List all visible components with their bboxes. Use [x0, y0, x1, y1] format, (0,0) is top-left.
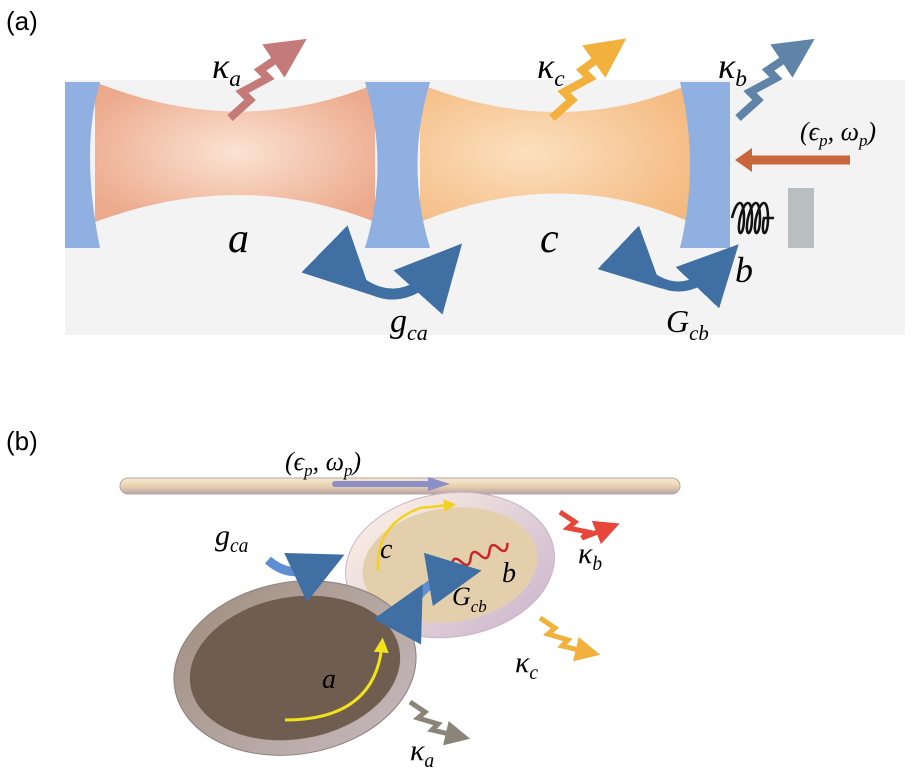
symbol: G — [452, 582, 471, 611]
decay-arrow — [227, 38, 307, 121]
coupling-arrow — [264, 552, 345, 602]
cavity-c — [420, 84, 690, 222]
mode-c: c — [380, 534, 393, 565]
mode-b: b — [502, 558, 516, 589]
kappa-b: κb — [718, 46, 747, 92]
pump-label: (ϵp, ωp) — [285, 447, 361, 480]
mirror — [365, 82, 430, 248]
text: ) — [350, 447, 361, 476]
wall — [788, 188, 814, 248]
symbol: κ — [578, 537, 593, 570]
panel-label: (a) — [6, 6, 38, 36]
symbol: g — [390, 303, 407, 340]
subscript: ca — [230, 536, 249, 557]
kappa-b: κb — [578, 537, 602, 575]
text: , ω — [313, 447, 344, 476]
subscript: p — [818, 131, 827, 150]
subscript: c — [529, 663, 538, 684]
g-ca: gca — [390, 303, 428, 345]
symbol: κ — [515, 646, 530, 679]
kappa-c: κc — [515, 646, 538, 684]
panel-label: (b) — [6, 426, 38, 456]
text: , ω — [828, 117, 859, 146]
coupling-arrow — [301, 225, 463, 315]
symbol: κ — [718, 46, 736, 86]
subscript: a — [229, 66, 241, 92]
G-cb: Gcb — [666, 303, 709, 345]
decay-arrow — [558, 509, 620, 545]
mode-a: a — [322, 664, 336, 695]
kappa-a: κa — [410, 734, 434, 772]
subscript: a — [424, 751, 434, 772]
text: ) — [865, 117, 876, 146]
symbol: κ — [212, 46, 230, 86]
subscript: p — [343, 461, 352, 480]
subscript: ca — [407, 320, 428, 345]
pump-arrow-head — [735, 148, 752, 172]
spring — [730, 201, 774, 235]
decay-arrow — [408, 699, 471, 746]
subscript: p — [303, 461, 312, 480]
mirror — [65, 82, 100, 248]
kappa-a: κa — [212, 46, 241, 92]
text: (ϵ — [800, 117, 821, 146]
cavity-a — [95, 82, 375, 222]
coupling-arrow — [597, 225, 739, 309]
g-ca: gca — [215, 519, 249, 557]
subscript: cb — [689, 322, 709, 345]
symbol: g — [215, 519, 230, 552]
circulation — [284, 637, 389, 722]
decay-arrow — [538, 615, 601, 662]
mode-b: b — [735, 250, 753, 290]
text: (ϵ — [285, 447, 306, 476]
symbol: κ — [410, 734, 425, 767]
coupling-arrow — [373, 552, 482, 645]
mode-c: c — [540, 216, 559, 262]
subscript: b — [592, 554, 602, 575]
pump-label: (ϵp, ωp) — [800, 117, 876, 150]
decay-arrow — [549, 38, 627, 121]
subscript: c — [554, 66, 565, 92]
subscript: p — [858, 131, 867, 150]
symbol: G — [666, 303, 689, 339]
G-cb: Gcb — [452, 582, 487, 616]
decay-arrow — [735, 38, 815, 121]
mirror — [680, 82, 730, 248]
subscript: b — [735, 66, 747, 92]
kappa-c: κc — [537, 46, 565, 92]
mode-a: a — [228, 216, 249, 262]
subscript: cb — [471, 597, 487, 616]
symbol: κ — [537, 46, 555, 86]
waveguide-arrow-head — [428, 477, 450, 491]
